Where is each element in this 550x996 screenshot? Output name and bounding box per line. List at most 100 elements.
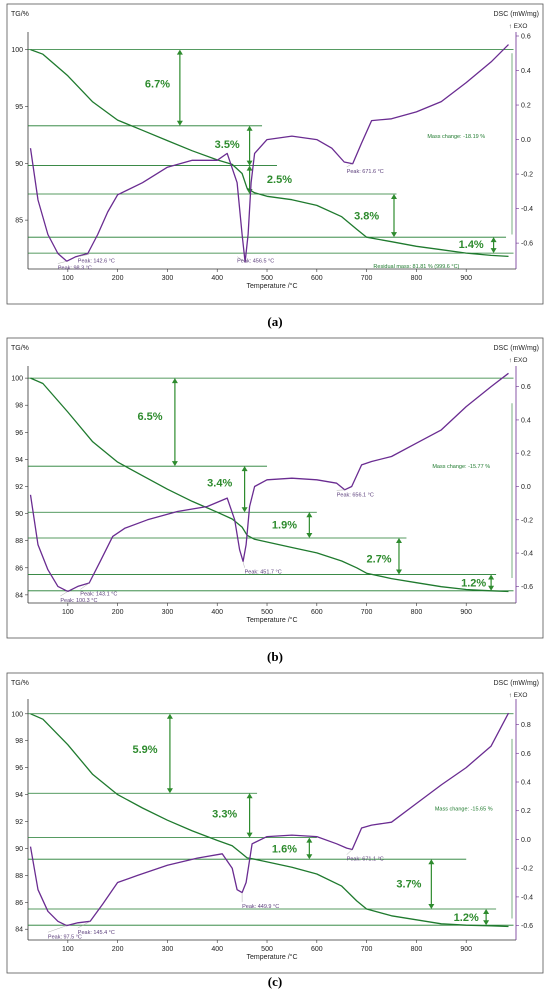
step-arrowhead-down xyxy=(391,232,397,238)
peak-label: Peak: 451.7 °C xyxy=(245,570,282,576)
y-right-label: DSC (mW/mg) xyxy=(494,11,540,18)
y-right-tick-label: -0.6 xyxy=(521,241,533,248)
y-right-tick-label: 0.4 xyxy=(521,780,531,787)
x-tick-label: 200 xyxy=(112,609,124,616)
step-label: 3.5% xyxy=(215,139,240,151)
y-right-tick-label: 0.8 xyxy=(521,722,531,729)
y-right-tick-label: 0.4 xyxy=(521,68,531,75)
exo-label: ↑ EXO xyxy=(509,23,528,30)
peak-leader xyxy=(60,591,69,597)
y-right-tick-label: 0.0 xyxy=(521,837,531,844)
x-tick-label: 400 xyxy=(211,609,223,616)
step-label: 1.2% xyxy=(461,578,486,590)
peak-label: Peak: 656.1 °C xyxy=(337,492,374,498)
y-right-label: DSC (mW/mg) xyxy=(494,345,540,352)
peak-label: Peak: 142.6 °C xyxy=(78,259,115,265)
step-arrowhead-down xyxy=(176,120,183,126)
panel-caption: (a) xyxy=(267,314,282,329)
x-tick-label: 600 xyxy=(311,946,323,953)
step-arrowhead-up xyxy=(306,512,313,518)
peak-label: Peak: 671.6 °C xyxy=(347,169,384,175)
peak-leader xyxy=(237,256,246,263)
x-tick-label: 500 xyxy=(261,275,273,282)
x-tick-label: 700 xyxy=(361,275,373,282)
step-arrowhead-up xyxy=(483,909,490,915)
y-right-tick-label: 0.0 xyxy=(521,137,531,144)
peak-leader xyxy=(77,921,91,929)
y-right-tick-label: 0.0 xyxy=(521,484,531,491)
dsc-curve xyxy=(29,372,509,593)
panel-caption: (c) xyxy=(268,974,282,989)
x-tick-label: 100 xyxy=(62,946,74,953)
x-tick-label: 600 xyxy=(311,275,323,282)
step-label: 3.4% xyxy=(207,477,232,489)
x-tick-label: 200 xyxy=(112,275,124,282)
step-label: 6.7% xyxy=(145,79,170,91)
y-left-tick-label: 95 xyxy=(15,104,23,111)
y-right-tick-label: -0.4 xyxy=(521,894,533,901)
y-right-label: DSC (mW/mg) xyxy=(494,680,540,687)
peak-label: Peak: 449.9 °C xyxy=(242,904,279,910)
y-left-tick-label: 92 xyxy=(15,819,23,826)
panel-frame xyxy=(6,672,544,974)
y-left-tick-label: 98 xyxy=(15,738,23,745)
panel-frame xyxy=(6,3,544,305)
peak-label: Peak: 671.1 °C xyxy=(347,857,384,863)
y-left-tick-label: 96 xyxy=(15,765,23,772)
step-arrowhead-up xyxy=(246,125,253,131)
peak-leader xyxy=(47,925,67,933)
x-tick-label: 900 xyxy=(460,609,472,616)
chart-panel-2: TG/% DSC (mW/mg) ↑ EXO Temperature /°C 100 20… xyxy=(6,337,544,664)
y-left-tick-label: 100 xyxy=(11,47,23,54)
x-tick-label: 100 xyxy=(62,275,74,282)
step-label: 1.9% xyxy=(272,519,297,531)
x-label: Temperature /°C xyxy=(246,953,297,961)
step-label: 2.7% xyxy=(367,553,392,565)
chart-panel-3: TG/% DSC (mW/mg) ↑ EXO Temperature /°C 100 20… xyxy=(6,672,544,989)
x-tick-label: 700 xyxy=(361,946,373,953)
step-label: 2.5% xyxy=(267,174,292,186)
y-left-tick-label: 84 xyxy=(15,927,23,934)
x-tick-label: 900 xyxy=(460,275,472,282)
peak-label: Peak: 98.3 °C xyxy=(58,266,92,272)
x-tick-label: 300 xyxy=(162,275,174,282)
exo-label: ↑ EXO xyxy=(509,357,528,364)
step-label: 5.9% xyxy=(132,744,157,756)
y-right-tick-label: 0.6 xyxy=(521,384,531,391)
x-tick-label: 500 xyxy=(261,946,273,953)
y-right-tick-label: -0.4 xyxy=(521,551,533,558)
y-left-label: TG/% xyxy=(11,680,29,687)
peak-label: Peak: 143.1 °C xyxy=(80,591,117,597)
y-left-tick-label: 90 xyxy=(15,846,23,853)
dsc-curve xyxy=(29,712,510,927)
step-arrowhead-down xyxy=(171,461,178,467)
peak-label: Peak: 97.5 °C xyxy=(48,934,82,940)
peak-leader xyxy=(77,254,90,257)
y-left-tick-label: 94 xyxy=(15,792,23,799)
y-left-tick-label: 98 xyxy=(15,403,23,410)
note-label: Mass change: -15.65 % xyxy=(435,807,493,813)
y-left-tick-label: 90 xyxy=(15,161,23,168)
tg-curve xyxy=(30,377,509,593)
y-right-tick-label: -0.6 xyxy=(521,923,533,930)
y-left-tick-label: 94 xyxy=(15,457,23,464)
step-arrowhead-up xyxy=(246,793,253,799)
step-label: 3.7% xyxy=(396,878,421,890)
step-arrowhead-up xyxy=(166,713,173,719)
y-right-tick-label: -0.6 xyxy=(521,584,533,591)
x-tick-label: 100 xyxy=(62,609,74,616)
tg-curve xyxy=(30,48,509,258)
note-label: Mass change: -15.77 % xyxy=(432,464,490,470)
x-tick-label: 300 xyxy=(162,609,174,616)
y-left-label: TG/% xyxy=(11,11,29,18)
y-right-tick-label: 0.6 xyxy=(521,34,531,41)
y-right-tick-label: 0.2 xyxy=(521,103,531,110)
y-right-tick-label: 0.6 xyxy=(521,751,531,758)
peak-label: Peak: 100.3 °C xyxy=(60,598,97,604)
x-tick-label: 200 xyxy=(112,946,124,953)
y-right-tick-label: -0.2 xyxy=(521,866,533,873)
x-label: Temperature /°C xyxy=(246,616,297,624)
peak-leader xyxy=(80,582,90,590)
step-arrowhead-down xyxy=(306,854,313,860)
